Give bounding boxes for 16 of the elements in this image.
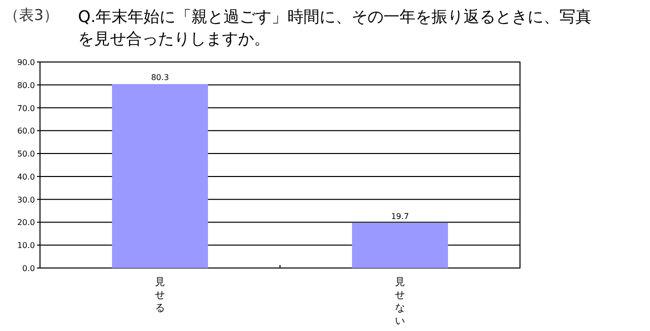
y-tick-label: 90.0	[17, 58, 35, 67]
data-label: 80.3	[151, 73, 169, 82]
x-tick-label: 見せない	[395, 276, 405, 328]
y-tick-label: 60.0	[17, 126, 35, 136]
y-tick-label: 10.0	[17, 241, 35, 250]
y-tick-label: 20.0	[17, 218, 35, 228]
data-label: 19.7	[391, 212, 409, 221]
x-tick-label: 見せる	[155, 276, 165, 315]
chart-title: Q.年末年始に「親と過ごす」時間に、その一年を振り返るときに、写真を見せ合ったりしますか。	[78, 6, 593, 50]
y-tick-label: 40.0	[17, 172, 35, 182]
y-tick-label: 80.0	[17, 80, 35, 90]
text: （表3）	[4, 6, 59, 25]
y-tick-label: 50.0	[17, 150, 35, 159]
y-tick-label: 70.0	[17, 104, 35, 113]
y-tick-label: 30.0	[17, 195, 35, 204]
y-tick-label: 0.0	[22, 264, 35, 273]
